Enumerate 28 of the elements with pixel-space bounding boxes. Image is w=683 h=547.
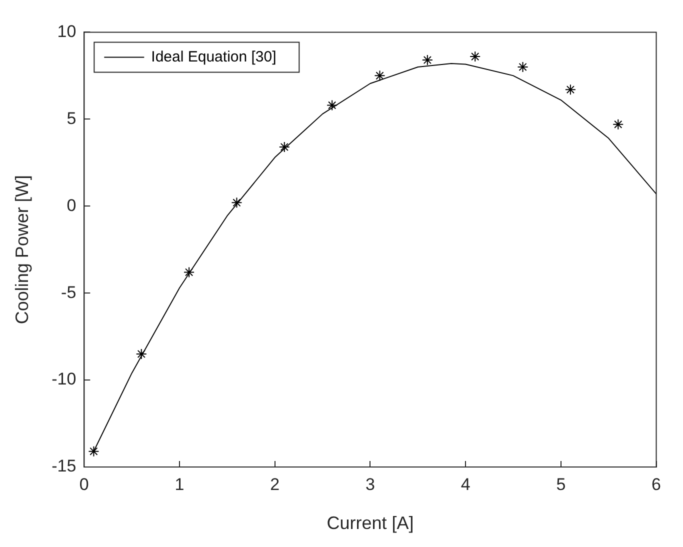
x-axis-title: Current [A]: [326, 513, 414, 534]
y-tick-label: -10: [52, 370, 76, 389]
x-tick-label: 5: [556, 474, 566, 494]
point: [136, 348, 147, 360]
point: [326, 100, 338, 111]
x-tick-label: 3: [365, 474, 375, 494]
x-tick-label: 1: [174, 474, 184, 494]
y-axis-title: Cooling Power [W]: [12, 175, 32, 324]
y-tick-label: 0: [66, 196, 76, 215]
y-tick-label: 5: [66, 108, 76, 128]
x-tick-label: 4: [460, 474, 470, 494]
point: [517, 61, 528, 72]
y-tick-label: -15: [52, 456, 76, 476]
x-tick-label: 6: [652, 474, 662, 494]
x-tick-label: 2: [270, 474, 280, 494]
y-tick-label: -5: [61, 282, 76, 302]
point: [374, 70, 386, 82]
y-tick-label: 10: [57, 22, 76, 41]
point: [184, 266, 195, 278]
point: [470, 51, 481, 62]
x-tick-label: 0: [79, 474, 89, 494]
point: [564, 84, 576, 96]
legend-label: Ideal Equation [30]: [151, 48, 276, 66]
point: [612, 118, 624, 130]
point: [278, 141, 290, 152]
point: [231, 197, 242, 208]
point: [88, 446, 100, 457]
point: [422, 54, 433, 66]
